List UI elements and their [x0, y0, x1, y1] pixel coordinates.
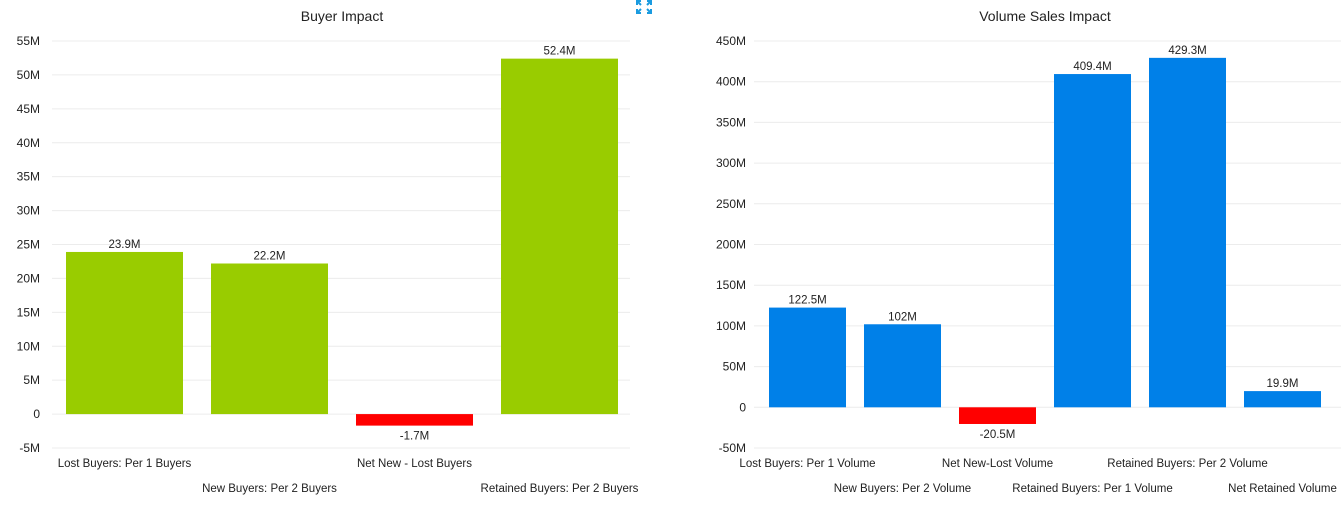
bar[interactable]: [66, 251, 183, 415]
chart-title: Volume Sales Impact: [979, 8, 1111, 24]
x-category-label: Retained Buyers: Per 1 Volume: [1012, 483, 1172, 495]
y-tick-label: 25M: [17, 238, 40, 252]
chart-title: Buyer Impact: [301, 8, 384, 24]
y-tick-label: 40M: [17, 136, 40, 150]
data-label: 122.5M: [788, 295, 826, 307]
x-category-label: Lost Buyers: Per 1 Buyers: [58, 458, 192, 470]
bar[interactable]: [769, 307, 846, 408]
x-category-label: New Buyers: Per 2 Volume: [834, 483, 971, 495]
bar[interactable]: [501, 58, 618, 415]
x-category-label: Lost Buyers: Per 1 Volume: [739, 458, 875, 470]
bar[interactable]: [864, 324, 941, 408]
data-label: -20.5M: [980, 429, 1016, 441]
y-tick-label: 5M: [23, 373, 40, 387]
bar[interactable]: [211, 263, 328, 415]
y-tick-label: 100M: [716, 319, 746, 333]
y-tick-label: 20M: [17, 271, 40, 285]
data-label: 102M: [888, 311, 917, 323]
bar[interactable]: [1054, 74, 1131, 408]
y-tick-label: -50M: [719, 441, 746, 455]
y-tick-label: 50M: [17, 68, 40, 82]
y-tick-label: 55M: [17, 34, 40, 48]
x-category-label: Retained Buyers: Per 2 Buyers: [481, 483, 639, 495]
y-tick-label: 250M: [716, 197, 746, 211]
data-label: -1.7M: [400, 431, 429, 443]
y-tick-label: 10M: [17, 339, 40, 353]
y-tick-label: 450M: [716, 34, 746, 48]
y-tick-label: 400M: [716, 75, 746, 89]
bar[interactable]: [959, 407, 1036, 424]
bar[interactable]: [1244, 391, 1321, 408]
x-category-label: Net New - Lost Buyers: [357, 458, 472, 470]
y-tick-label: 350M: [716, 115, 746, 129]
data-label: 23.9M: [109, 239, 141, 251]
y-tick-label: 30M: [17, 204, 40, 218]
data-label: 52.4M: [544, 46, 576, 58]
y-tick-label: 300M: [716, 156, 746, 170]
y-tick-label: 0: [739, 400, 746, 414]
y-tick-label: 45M: [17, 102, 40, 116]
x-category-label: Net Retained Volume: [1228, 483, 1337, 495]
y-tick-label: 0: [33, 407, 40, 421]
bar[interactable]: [1149, 57, 1226, 408]
x-category-label: New Buyers: Per 2 Buyers: [202, 483, 337, 495]
expand-icon[interactable]: [636, 0, 652, 14]
data-label: 22.2M: [254, 250, 286, 262]
x-category-label: Net New-Lost Volume: [942, 458, 1053, 470]
y-tick-label: 35M: [17, 170, 40, 184]
bar[interactable]: [356, 414, 473, 426]
data-label: 19.9M: [1267, 378, 1299, 390]
data-label: 409.4M: [1073, 61, 1111, 73]
volume-sales-impact-chart: Volume Sales Impact -50M 0 50M 100M 150M 200M…: [716, 8, 1341, 495]
buyer-impact-chart: Buyer Impact -5M 0 5M 10M 15M 20M 25M 30M 35M 40M…: [17, 8, 639, 495]
y-tick-label: 150M: [716, 278, 746, 292]
y-tick-label: -5M: [19, 441, 40, 455]
y-tick-label: 200M: [716, 238, 746, 252]
x-category-label: Retained Buyers: Per 2 Volume: [1107, 458, 1267, 470]
data-label: 429.3M: [1168, 45, 1206, 57]
y-tick-label: 50M: [723, 360, 746, 374]
y-tick-label: 15M: [17, 305, 40, 319]
